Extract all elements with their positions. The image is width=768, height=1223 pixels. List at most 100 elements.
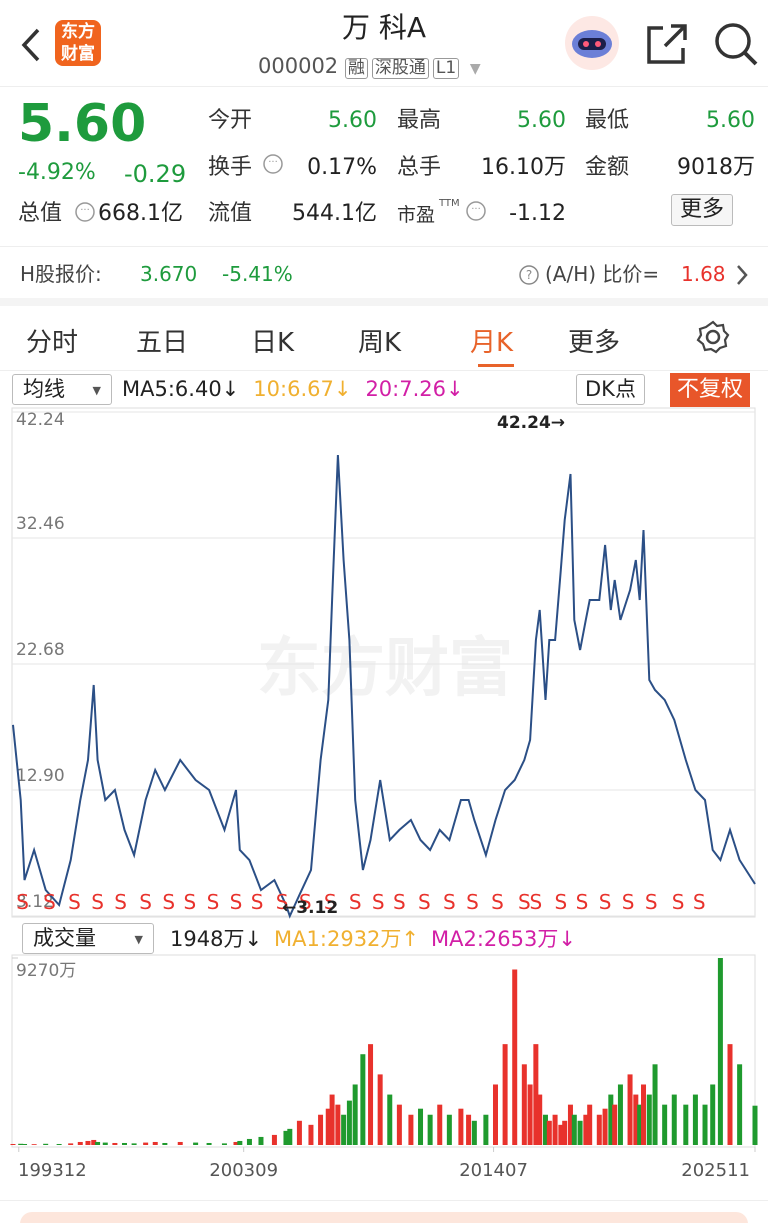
- volume-bar: [352, 1084, 358, 1145]
- x-tick-label: 201407: [459, 1160, 528, 1181]
- tab[interactable]: 分时: [26, 328, 79, 358]
- help-icon[interactable]: ?: [518, 264, 540, 286]
- tag: 融: [344, 58, 368, 79]
- share-icon[interactable]: [645, 22, 691, 66]
- stat-label: 今开: [208, 108, 253, 133]
- volume-bar: [237, 1140, 243, 1145]
- volume-bar: [437, 1104, 443, 1145]
- volume-bar: [325, 1108, 331, 1145]
- volume-bar: [335, 1104, 341, 1145]
- signal-mark: S: [43, 890, 56, 914]
- volume-bar: [567, 1104, 573, 1145]
- tab[interactable]: 周K: [358, 328, 402, 358]
- signal-mark: S: [162, 890, 175, 914]
- stock-title: 万 科A: [341, 11, 427, 44]
- volume-bar: [602, 1108, 608, 1145]
- volume-bar: [341, 1114, 347, 1145]
- volume-bar: [377, 1074, 383, 1145]
- ah-ratio: 1.68: [681, 262, 726, 286]
- y-tick-label: 42.24: [16, 410, 65, 430]
- tab[interactable]: 月K: [470, 328, 514, 358]
- divider: [0, 370, 768, 371]
- signal-mark: S: [276, 890, 289, 914]
- stat-value: -1.12: [509, 201, 566, 226]
- stat-value: 5.60: [517, 108, 566, 133]
- volume-name: 成交量: [33, 926, 96, 950]
- volume-bar: [427, 1114, 433, 1145]
- x-tick-label: 202511: [681, 1160, 750, 1181]
- indicator-name: 均线: [23, 377, 65, 401]
- volume-bar: [121, 1142, 127, 1145]
- volume-bar: [710, 1084, 716, 1145]
- tab[interactable]: 更多: [568, 328, 621, 358]
- volume-bar: [91, 1139, 97, 1145]
- stat-label: 流值: [208, 201, 253, 226]
- x-tick-label: 199312: [18, 1160, 87, 1181]
- h-share-price: 3.670: [140, 262, 198, 286]
- info-icon[interactable]: ···: [74, 201, 96, 223]
- volume-bar: [596, 1114, 602, 1145]
- volume-bar: [112, 1142, 118, 1145]
- volume-bar: [68, 1143, 74, 1145]
- volume-bar: [641, 1084, 647, 1145]
- svg-text:?: ?: [526, 268, 532, 282]
- indicator-selector[interactable]: 均线 ▼: [12, 374, 112, 405]
- settings-icon[interactable]: [696, 320, 730, 354]
- volume-bar: [162, 1142, 168, 1145]
- ma-item: 10:6.67↓: [253, 377, 352, 401]
- search-icon[interactable]: [712, 20, 760, 68]
- volume-bar: [502, 1044, 508, 1145]
- volume-bar: [546, 1120, 552, 1145]
- tab-underline: [478, 364, 514, 367]
- app-logo[interactable]: 东方财富: [55, 20, 101, 66]
- ma-item: MA5:6.40↓: [122, 377, 240, 401]
- volume-bar: [702, 1104, 708, 1145]
- back-icon[interactable]: [18, 26, 44, 64]
- volume-selector[interactable]: 成交量 ▼: [22, 923, 154, 954]
- volume-bar: [296, 1120, 302, 1145]
- volume-bar: [577, 1120, 583, 1145]
- change-amount: -0.29: [124, 160, 187, 188]
- info-icon[interactable]: ···: [262, 153, 284, 175]
- volume-bar: [318, 1114, 324, 1145]
- stat-label: 市盈: [397, 204, 436, 226]
- volume-bar: [537, 1094, 543, 1145]
- adjust-button[interactable]: 不复权: [670, 373, 750, 407]
- stat-value: 0.17%: [307, 155, 377, 180]
- signal-mark: S: [576, 890, 589, 914]
- volume-bar: [271, 1134, 277, 1145]
- signal-mark: S: [68, 890, 81, 914]
- signal-mark: S: [114, 890, 127, 914]
- more-button[interactable]: 更多: [671, 194, 734, 226]
- volume-bar: [483, 1114, 489, 1145]
- volume-bar: [521, 1064, 527, 1145]
- divider: [0, 86, 768, 87]
- svg-text:···: ···: [268, 157, 278, 168]
- volume-bar: [102, 1142, 108, 1145]
- signal-mark: S: [299, 890, 312, 914]
- volume-bar: [737, 1064, 743, 1145]
- volume-bar: [662, 1104, 668, 1145]
- assistant-avatar[interactable]: [562, 14, 622, 72]
- y-tick-label: 9270万: [16, 961, 76, 981]
- volume-bar: [562, 1120, 568, 1145]
- tab[interactable]: 五日: [136, 328, 189, 358]
- volume-bar: [542, 1114, 548, 1145]
- dk-button[interactable]: DK点: [576, 374, 645, 405]
- volume-bar: [95, 1141, 101, 1145]
- bottom-banner[interactable]: [20, 1212, 748, 1223]
- dropdown-arrow[interactable]: ▼: [469, 61, 481, 77]
- chevron[interactable]: [734, 263, 750, 287]
- signal-mark: S: [554, 890, 567, 914]
- volume-bar: [627, 1074, 633, 1145]
- volume-bar: [233, 1141, 239, 1145]
- stat-label: 总值: [18, 201, 63, 226]
- ah-ratio-label: (A/H) 比价=: [545, 262, 660, 286]
- stat-label: 金额: [585, 155, 630, 180]
- volume-bar: [617, 1084, 623, 1145]
- info-icon[interactable]: ···: [465, 200, 487, 222]
- tab[interactable]: 日K: [251, 328, 295, 358]
- ma-item: 20:7.26↓: [365, 377, 464, 401]
- watermark: 东方财富: [257, 632, 513, 706]
